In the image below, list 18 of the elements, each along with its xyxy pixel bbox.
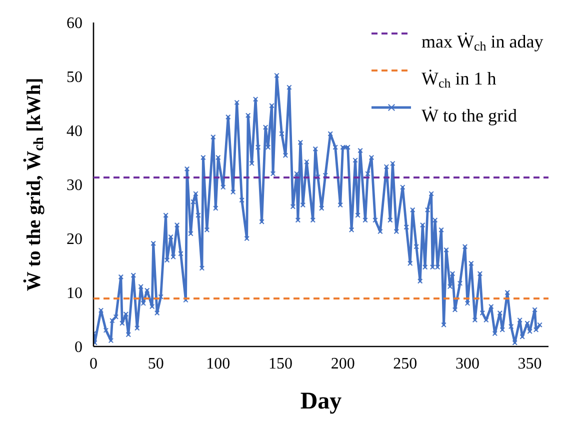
x-tick-label: 100: [206, 356, 230, 372]
x-tick-label: 50: [148, 356, 164, 372]
y-tick-label: 10: [66, 285, 82, 302]
legend-label: Ẇ to the grid: [422, 105, 517, 126]
x-tick-label: 0: [90, 356, 98, 372]
y-tick-label: 40: [66, 123, 82, 140]
y-axis-title: Ẇ to the grid, Ẇch [kWh]: [23, 78, 48, 292]
y-tick-label: 30: [66, 177, 82, 194]
y-tick-label: 60: [66, 15, 82, 32]
y-tick-label: 0: [74, 339, 82, 356]
x-axis-title: Day: [300, 388, 342, 414]
x-tick-label: 150: [268, 356, 292, 372]
y-tick-label: 50: [66, 69, 82, 86]
x-tick-label: 200: [330, 356, 355, 372]
x-tick-label: 350: [518, 356, 542, 372]
y-tick-label: 20: [66, 231, 82, 248]
x-tick-label: 250: [393, 356, 418, 372]
x-tick-label: 300: [455, 356, 480, 372]
